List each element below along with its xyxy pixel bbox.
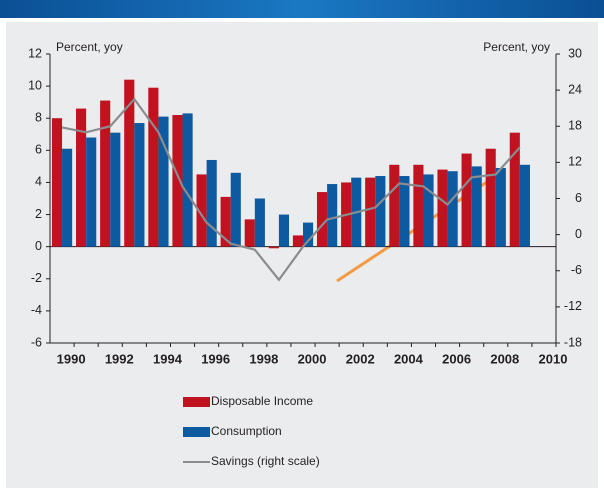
bar: [447, 171, 458, 247]
bar: [461, 153, 472, 247]
y2-tick-label: 12: [568, 155, 582, 169]
bar: [148, 87, 159, 247]
legend-label: Consumption: [211, 424, 282, 438]
bar: [86, 137, 97, 247]
bar: [399, 176, 410, 247]
x-tick-label: 2008: [490, 351, 519, 366]
bar: [244, 219, 255, 247]
legend-label: Disposable Income: [211, 394, 313, 408]
bar: [278, 214, 290, 247]
x-tick-label: 2010: [539, 351, 568, 366]
bar: [220, 196, 231, 247]
y2-tick-label: 18: [568, 119, 582, 133]
y2-tick-label: 30: [568, 46, 582, 60]
legend-label: Savings (right scale): [211, 454, 320, 468]
bar: [423, 174, 434, 247]
bar: [365, 177, 376, 247]
y-tick-label: 10: [28, 78, 42, 92]
bar: [62, 148, 73, 247]
y2-tick-label: 0: [575, 227, 582, 241]
y-tick-label: 12: [28, 46, 42, 60]
bar: [509, 132, 520, 247]
legend-swatch: [183, 397, 210, 407]
bar: [134, 123, 145, 247]
bar: [413, 164, 424, 247]
bar: [206, 159, 217, 247]
panel: [6, 22, 598, 488]
x-tick-label: 2000: [298, 351, 327, 366]
x-tick-label: 1990: [57, 351, 86, 366]
y2-tick-label: -6: [571, 263, 582, 277]
y-tick-label: -4: [31, 303, 42, 317]
bar: [303, 222, 314, 247]
x-tick-label: 2006: [442, 351, 471, 366]
bar: [76, 108, 87, 247]
y2-tick-label: 24: [568, 82, 582, 96]
x-tick-label: 1994: [153, 351, 183, 366]
bar: [110, 132, 121, 247]
bar: [485, 148, 496, 247]
bar: [254, 198, 265, 247]
bar: [327, 184, 338, 247]
y-tick-label: -6: [31, 335, 42, 349]
y-tick-label: 0: [35, 239, 42, 253]
bar: [51, 118, 63, 247]
bar: [182, 113, 193, 247]
legend-swatch: [183, 427, 210, 437]
bar: [158, 116, 169, 247]
bar: [316, 192, 328, 247]
bar: [437, 169, 448, 247]
x-tick-label: 2004: [394, 351, 424, 366]
x-tick-label: 1992: [105, 351, 134, 366]
y2-tick-label: -12: [564, 299, 582, 313]
bar: [471, 166, 482, 247]
y-axis-label: Percent, yoy: [56, 40, 123, 54]
bar: [519, 164, 530, 247]
y-tick-label: 6: [35, 143, 42, 157]
bar: [100, 100, 111, 247]
header-bar: [0, 0, 604, 18]
bar: [268, 246, 279, 249]
x-tick-label: 1998: [249, 351, 278, 366]
bar: [495, 167, 506, 247]
x-tick-label: 1996: [201, 351, 230, 366]
y-tick-label: -2: [31, 271, 42, 285]
y-tick-label: 2: [35, 207, 42, 221]
bar: [389, 164, 400, 247]
line: [61, 97, 521, 282]
bar: [172, 115, 183, 247]
y-tick-label: 4: [35, 175, 42, 189]
y2-tick-label: -18: [564, 335, 582, 349]
bar: [375, 176, 386, 247]
bar: [292, 235, 303, 247]
y-tick-label: 8: [35, 111, 42, 125]
x-tick-label: 2002: [346, 351, 375, 366]
bar: [196, 174, 207, 247]
y2-tick-label: 6: [575, 191, 582, 205]
y2-axis-label: Percent, yoy: [483, 40, 550, 54]
bar: [124, 79, 135, 247]
bar: [230, 172, 241, 247]
